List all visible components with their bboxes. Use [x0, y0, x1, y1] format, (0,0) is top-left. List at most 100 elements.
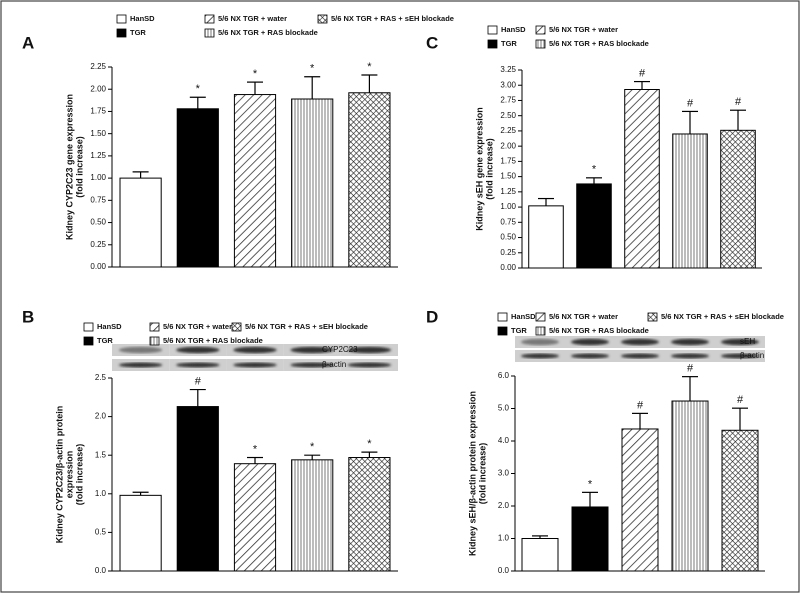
y-tick-label: 0.5: [95, 528, 107, 537]
legend-label: 5/6 NX TGR + water: [549, 312, 618, 321]
legend-label: TGR: [511, 326, 527, 335]
blot-band: [233, 346, 277, 354]
significance-mark: *: [367, 438, 372, 450]
significance-mark: #: [687, 363, 694, 375]
blot-band: [290, 362, 334, 368]
y-tick-label: 1.75: [500, 156, 516, 165]
blot-band: [347, 346, 392, 354]
y-axis-label: Kidney CYP2C23 gene expression: [64, 94, 74, 240]
significance-mark: *: [196, 83, 201, 95]
bar: [176, 108, 219, 268]
y-tick-label: 1.75: [90, 107, 106, 116]
y-tick-label: 2.00: [90, 84, 106, 93]
bar: [720, 129, 756, 269]
y-axis-label: Kidney sEH gene expression: [474, 107, 484, 231]
blot-band: [118, 362, 163, 368]
legend-label: 5/6 NX TGR + water: [163, 322, 232, 331]
y-axis-label: Kidney sEH/β-actin protein expression: [467, 391, 477, 556]
panel-letter: C: [426, 33, 438, 52]
y-tick-label: 0.00: [500, 263, 516, 272]
blot-label: β-actin: [740, 351, 764, 360]
y-tick-label: 0.75: [90, 195, 106, 204]
legend-label: 5/6 NX TGR + RAS + sEH blockade: [245, 322, 368, 331]
bar: [671, 400, 709, 572]
y-tick-label: 3.00: [500, 80, 516, 89]
y-tick-label: 1.0: [498, 534, 510, 543]
y-tick-label: 1.0: [95, 489, 107, 498]
bar: [624, 88, 660, 269]
blot-band: [290, 346, 334, 354]
bar: [571, 506, 609, 572]
y-tick-label: 2.00: [500, 141, 516, 150]
bar: [576, 183, 612, 269]
significance-mark: #: [195, 375, 202, 387]
y-tick-label: 2.25: [500, 126, 516, 135]
blot-band: [233, 362, 277, 368]
bar: [621, 428, 659, 572]
y-tick-label: 2.0: [95, 412, 107, 421]
legend-swatch: [497, 326, 508, 336]
bar: [528, 205, 564, 269]
y-axis-label: Kidney CYP2C23/β-actin protein: [54, 406, 64, 544]
legend-label: HanSD: [130, 14, 155, 23]
legend-swatch: [149, 322, 160, 332]
legend-label: 5/6 NX TGR + RAS blockade: [163, 336, 263, 345]
significance-mark: #: [637, 399, 644, 411]
bar: [721, 429, 759, 572]
y-tick-label: 0.0: [95, 566, 107, 575]
legend-swatch: [487, 25, 498, 35]
blot-band: [347, 362, 392, 368]
bar: [291, 459, 334, 572]
blot-band: [721, 353, 759, 359]
y-tick-label: 1.00: [500, 202, 516, 211]
bar: [348, 457, 391, 572]
y-tick-label: 1.25: [500, 187, 516, 196]
significance-mark: *: [367, 61, 372, 73]
blot-band: [118, 346, 163, 354]
y-tick-label: 0.0: [498, 566, 510, 575]
y-tick-label: 3.0: [498, 469, 510, 478]
y-tick-label: 0.50: [500, 233, 516, 242]
significance-mark: *: [310, 63, 315, 75]
legend-swatch: [149, 336, 160, 346]
legend-swatch: [83, 336, 94, 346]
y-tick-label: 6.0: [498, 371, 510, 380]
legend-swatch: [647, 312, 658, 322]
significance-mark: *: [592, 164, 597, 176]
y-tick-label: 0.25: [500, 248, 516, 257]
significance-mark: #: [687, 97, 694, 109]
legend-label: 5/6 NX TGR + RAS + sEH blockade: [661, 312, 784, 321]
legend-swatch: [497, 312, 508, 322]
significance-mark: #: [737, 394, 744, 406]
blot-label: β-actin: [322, 360, 346, 369]
bar: [291, 98, 334, 268]
legend-swatch: [535, 312, 546, 322]
y-axis-label: expression: [64, 451, 74, 499]
significance-mark: #: [639, 67, 646, 79]
legend-label: 5/6 NX TGR + water: [218, 14, 287, 23]
bar: [233, 463, 277, 572]
legend-label: 5/6 NX TGR + RAS blockade: [549, 326, 649, 335]
y-tick-label: 1.25: [90, 151, 106, 160]
legend-swatch: [204, 28, 215, 38]
legend-label: 5/6 NX TGR + RAS blockade: [218, 28, 318, 37]
bar: [119, 494, 162, 572]
legend-label: 5/6 NX TGR + water: [549, 25, 618, 34]
bar: [521, 538, 559, 572]
y-tick-label: 0.00: [90, 262, 106, 271]
blot-band: [521, 338, 559, 346]
y-tick-label: 1.50: [500, 172, 516, 181]
blot-label: sEH: [740, 337, 755, 346]
legend-label: HanSD: [97, 322, 122, 331]
panel-letter: D: [426, 307, 438, 326]
y-tick-label: 5.0: [498, 404, 510, 413]
blot-band: [176, 362, 220, 368]
y-tick-label: 2.0: [498, 501, 510, 510]
y-tick-label: 2.50: [500, 111, 516, 120]
legend-swatch: [204, 14, 215, 24]
blot-band: [176, 346, 220, 354]
y-tick-label: 0.75: [500, 217, 516, 226]
significance-mark: *: [310, 441, 315, 453]
